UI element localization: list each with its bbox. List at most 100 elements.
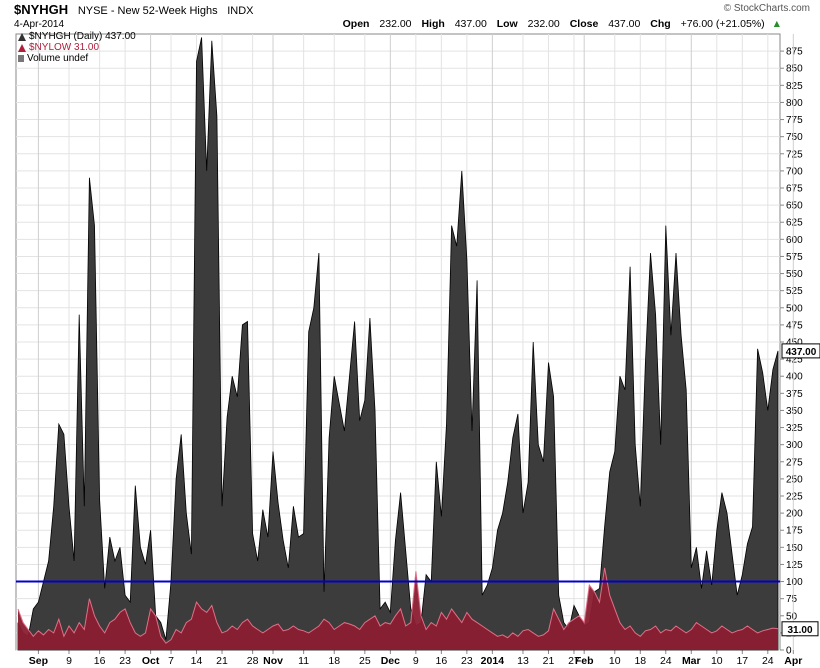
x-tick-label: 10	[711, 655, 723, 667]
nylow-area	[18, 567, 778, 650]
y-tick-label: 250	[786, 474, 803, 485]
last-low-label: 31.00	[787, 625, 812, 636]
x-tick-label: 24	[660, 655, 672, 667]
legend-low-label: $NYLOW 31.00	[29, 42, 100, 53]
y-tick-label: 525	[786, 286, 803, 297]
low-value: 232.00	[527, 18, 560, 30]
open-value: 232.00	[379, 18, 412, 30]
x-tick-label: Nov	[263, 655, 283, 667]
chg-label: Chg	[650, 18, 671, 30]
y-tick-label: 600	[786, 235, 803, 246]
x-tick-label: Feb	[575, 655, 594, 667]
y-tick-label: 275	[786, 457, 803, 468]
y-tick-label: 475	[786, 320, 803, 331]
y-tick-label: 675	[786, 184, 803, 195]
legend-low: $NYLOW 31.00	[18, 42, 136, 53]
low-label: Low	[496, 18, 518, 30]
main-series-icon	[18, 32, 26, 41]
y-tick-label: 300	[786, 440, 803, 451]
x-tick-label: 23	[461, 655, 473, 667]
symbol-type: INDX	[227, 5, 254, 17]
symbol-name: NYSE - New 52-Week Highs	[77, 5, 218, 17]
y-tick-label: 75	[786, 594, 798, 605]
y-tick-label: 200	[786, 509, 803, 520]
y-tick-label: 0	[786, 646, 792, 657]
x-tick-label: 10	[609, 655, 621, 667]
x-tick-label: 9	[413, 655, 419, 667]
x-tick-label: 18	[634, 655, 646, 667]
last-value-box	[781, 343, 820, 359]
chart-header: $NYHGH NYSE - New 52-Week Highs INDX 4-A…	[0, 0, 820, 34]
y-tick-label: 150	[786, 543, 803, 554]
x-tick-label: 9	[66, 655, 72, 667]
last-value-label: 437.00	[786, 347, 817, 358]
y-tick-label: 425	[786, 355, 803, 366]
y-tick-label: 50	[786, 611, 798, 622]
y-tick-label: 500	[786, 303, 803, 314]
x-tick-label: Mar	[682, 655, 701, 667]
legend-main: $NYHGH (Daily) 437.00	[18, 31, 136, 42]
x-tick-label: Apr	[784, 655, 802, 667]
nyhgh-area	[17, 37, 779, 651]
legend-volume-label: Volume undef	[27, 53, 89, 64]
nylow-line	[17, 567, 779, 644]
watermark: © StockCharts.com	[723, 3, 810, 14]
legend-main-label: $NYHGH (Daily) 437.00	[29, 31, 136, 42]
x-tick-label: 28	[247, 655, 259, 667]
y-tick-label: 550	[786, 269, 803, 280]
x-tick-label: 16	[436, 655, 448, 667]
y-tick-label: 775	[786, 115, 803, 126]
x-tick-label: 21	[543, 655, 555, 667]
volume-icon	[18, 55, 24, 62]
y-tick-label: 375	[786, 389, 803, 400]
low-series-icon	[18, 43, 26, 52]
x-tick-label: 11	[298, 655, 309, 667]
y-tick-label: 400	[786, 372, 803, 383]
legend-volume: Volume undef	[18, 53, 136, 64]
close-value: 437.00	[608, 18, 641, 30]
y-tick-label: 725	[786, 149, 803, 160]
y-tick-label: 225	[786, 492, 803, 503]
y-tick-label: 825	[786, 81, 803, 92]
x-tick-label: Sep	[29, 655, 48, 667]
y-tick-label: 450	[786, 338, 803, 349]
high-value: 437.00	[454, 18, 487, 30]
y-tick-label: 575	[786, 252, 803, 263]
symbol: $NYHGH	[14, 2, 69, 17]
x-tick-label: 25	[359, 655, 371, 667]
y-tick-label: 125	[786, 560, 803, 571]
open-label: Open	[342, 18, 370, 30]
x-tick-label: 27	[568, 655, 580, 667]
chart-legend: $NYHGH (Daily) 437.00 $NYLOW 31.00 Volum…	[18, 31, 136, 64]
y-tick-label: 350	[786, 406, 803, 417]
x-tick-label: Oct	[142, 655, 160, 667]
chg-value: +76.00 (+21.05%)	[680, 18, 765, 30]
y-tick-label: 800	[786, 98, 803, 109]
high-label: High	[421, 18, 445, 30]
y-tick-label: 650	[786, 201, 803, 212]
y-tick-label: 100	[786, 577, 803, 588]
y-tick-label: 175	[786, 526, 803, 537]
x-tick-label: 13	[517, 655, 529, 667]
x-tick-label: 16	[94, 655, 106, 667]
x-tick-label: 18	[328, 655, 340, 667]
x-tick-label: 2014	[481, 655, 505, 667]
chart-title: $NYHGH NYSE - New 52-Week Highs INDX	[14, 2, 254, 17]
y-tick-label: 850	[786, 64, 803, 75]
price-stats: Open 232.00 High 437.00 Low 232.00 Close…	[336, 18, 782, 30]
x-tick-label: 23	[119, 655, 131, 667]
x-tick-label: Dec	[381, 655, 400, 667]
y-tick-label: 750	[786, 132, 803, 143]
last-low-box	[781, 621, 819, 637]
y-tick-label: 700	[786, 166, 803, 177]
up-arrow-icon: ▲	[771, 18, 782, 30]
x-tick-label: 21	[216, 655, 228, 667]
y-tick-label: 325	[786, 423, 803, 434]
x-tick-label: 7	[168, 655, 174, 667]
x-tick-label: 17	[736, 655, 748, 667]
x-tick-label: 14	[191, 655, 203, 667]
chart-date: 4-Apr-2014	[14, 19, 65, 30]
close-label: Close	[569, 18, 599, 30]
y-tick-label: 625	[786, 218, 803, 229]
